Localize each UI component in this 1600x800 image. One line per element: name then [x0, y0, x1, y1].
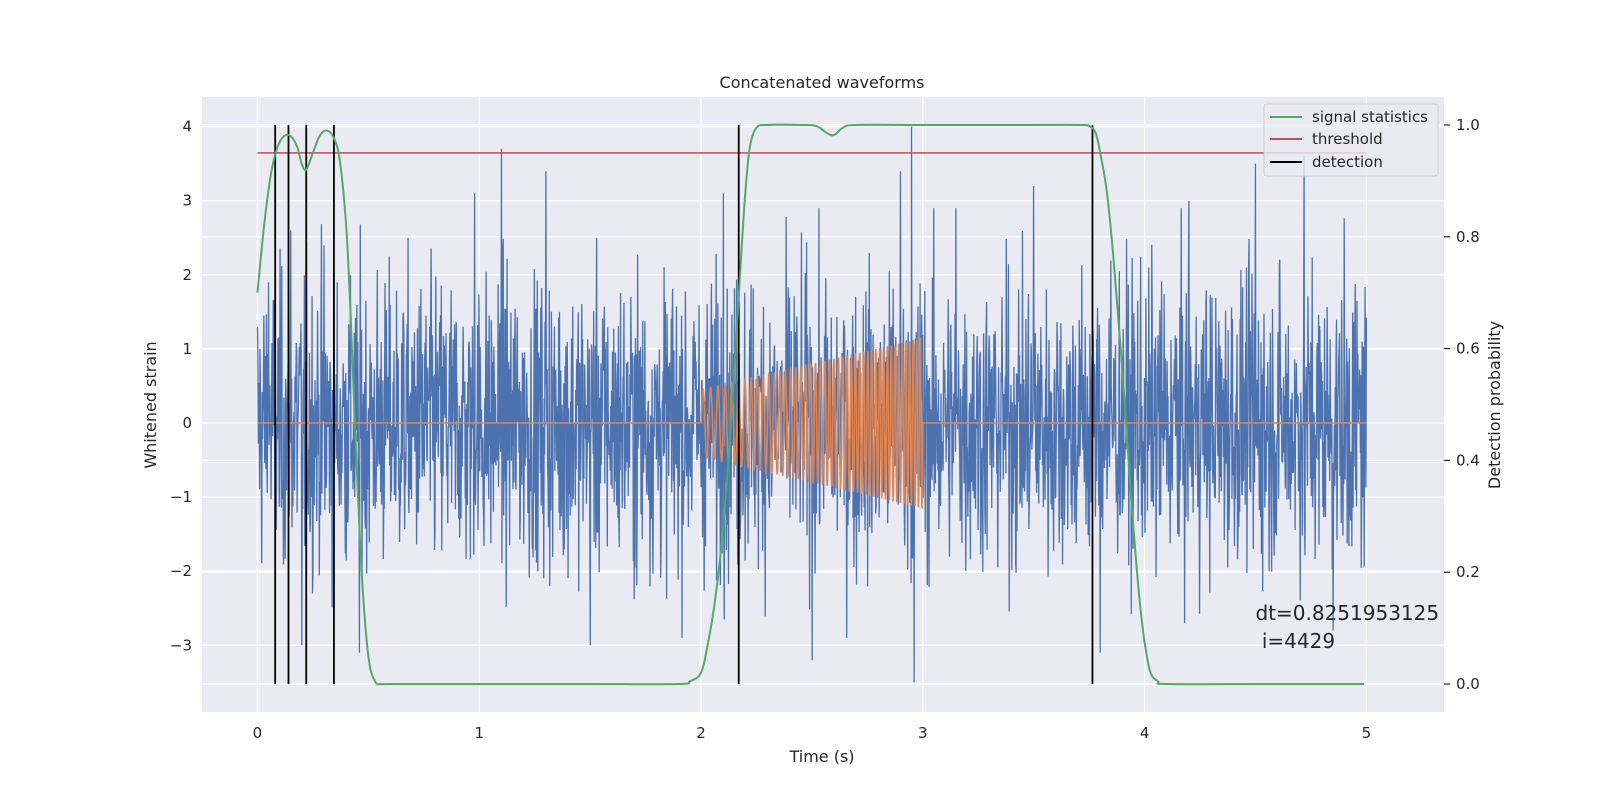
x-tick-label-3: 3	[918, 724, 928, 742]
y-tick-label-0: −3	[170, 636, 192, 654]
x-tick-label-0: 0	[253, 724, 263, 742]
legend-label-detection: detection	[1312, 153, 1383, 171]
y-tick-label-6: 3	[182, 192, 192, 210]
signal-statistics-line	[256, 123, 1365, 686]
y2-tick-label-2: 0.4	[1456, 451, 1480, 469]
detection-lines	[274, 124, 1094, 685]
y2-tick-label-5: 1.0	[1456, 116, 1480, 134]
y2-tick-label-0: 0.0	[1456, 675, 1480, 693]
y2-tick-label-3: 0.6	[1456, 340, 1480, 358]
annotation: dt=0.8251953125 i=4429	[1255, 601, 1439, 653]
plot-content	[256, 123, 1368, 686]
x-tick-label-2: 2	[696, 724, 706, 742]
y2-tick-label-1: 0.2	[1456, 563, 1480, 581]
legend-box	[1263, 103, 1439, 177]
legend-label-signal-statistics: signal statistics	[1312, 108, 1428, 126]
legend-label-threshold: threshold	[1312, 130, 1383, 148]
annotation-index: i=4429	[1255, 629, 1335, 653]
y2-axis-label: Detection probability	[1485, 321, 1504, 489]
y2-tick-label-4: 0.8	[1456, 228, 1480, 246]
whitened-strain-line	[256, 126, 1368, 683]
x-axis: 0 1 2 3 4 5	[253, 724, 1371, 742]
y-tick-label-4: 1	[182, 340, 192, 358]
y-tick-label-1: −2	[170, 562, 192, 580]
chart-title: Concatenated waveforms	[720, 73, 925, 92]
x-axis-label: Time (s)	[788, 747, 854, 766]
legend: signal statistics threshold detection	[1263, 103, 1439, 177]
y-tick-label-5: 2	[182, 266, 192, 284]
y-tick-label-7: 4	[182, 118, 192, 136]
x-tick-label-4: 4	[1140, 724, 1150, 742]
annotation-dt: dt=0.8251953125	[1255, 601, 1439, 625]
template-waveform-line	[257, 336, 1367, 510]
y-tick-label-3: 0	[182, 414, 192, 432]
y-axis-label: Whitened strain	[141, 341, 160, 468]
x-tick-label-5: 5	[1362, 724, 1372, 742]
y-tick-label-2: −1	[170, 488, 192, 506]
y-axis-right: 0.0 0.2 0.4 0.6 0.8 1.0	[1444, 116, 1480, 693]
y-axis-left: −3 −2 −1 0 1 2 3 4	[170, 118, 192, 655]
x-tick-label-1: 1	[474, 724, 484, 742]
